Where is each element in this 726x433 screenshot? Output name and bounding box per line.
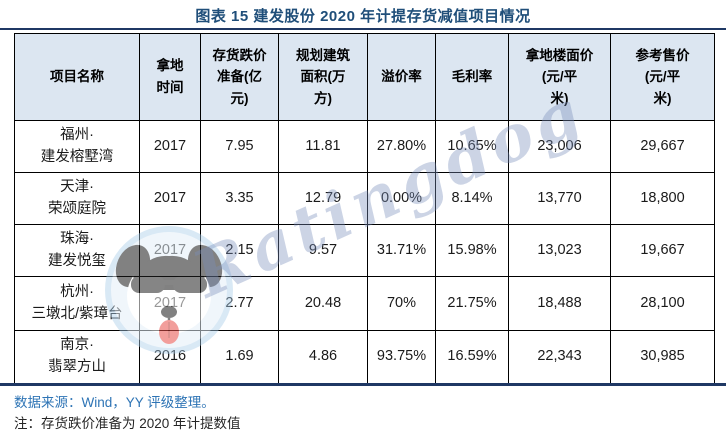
- col-header-project-name: 项目名称: [14, 33, 140, 121]
- cell-land-floor-price: 13,770: [508, 172, 611, 225]
- table-row: 杭州· 三墩北/紫璋台 2017 2.77 20.48 70% 21.75% 1…: [14, 276, 715, 331]
- cell-reference-price: 19,667: [610, 224, 715, 277]
- cell-premium-rate: 31.71%: [367, 224, 436, 277]
- table-row: 天津· 荣颂庭院 2017 3.35 12.79 0.00% 8.14% 13,…: [14, 172, 715, 225]
- cell-project-name: 珠海· 建发悦玺: [14, 224, 140, 277]
- cell-impairment-provision: 7.95: [200, 120, 279, 173]
- cell-project-name: 天津· 荣颂庭院: [14, 172, 140, 225]
- col-header-land-floor-price: 拿地楼面价 (元/平 米): [508, 33, 611, 121]
- cell-reference-price: 29,667: [610, 120, 715, 173]
- col-header-planned-area: 规划建筑 面积(万 方): [278, 33, 368, 121]
- col-header-premium-rate: 溢价率: [367, 33, 436, 121]
- title-divider-rule: [0, 28, 726, 30]
- col-header-reference-price: 参考售价 (元/平 米): [610, 33, 715, 121]
- cell-gross-margin: 15.98%: [435, 224, 509, 277]
- cell-reference-price: 28,100: [610, 276, 715, 331]
- cell-land-year: 2016: [139, 330, 201, 384]
- col-header-land-year: 拿地 时间: [139, 33, 201, 121]
- cell-planned-area: 20.48: [278, 276, 368, 331]
- cell-impairment-provision: 1.69: [200, 330, 279, 384]
- cell-land-year: 2017: [139, 224, 201, 277]
- cell-planned-area: 9.57: [278, 224, 368, 277]
- cell-reference-price: 30,985: [610, 330, 715, 384]
- table-header-row: 项目名称 拿地 时间 存货跌价 准备(亿 元) 规划建筑 面积(万 方) 溢价率…: [14, 33, 715, 121]
- impairment-projects-table: 项目名称 拿地 时间 存货跌价 准备(亿 元) 规划建筑 面积(万 方) 溢价率…: [14, 33, 715, 384]
- cell-premium-rate: 70%: [367, 276, 436, 331]
- cell-land-floor-price: 13,023: [508, 224, 611, 277]
- cell-project-name: 福州· 建发榕墅湾: [14, 120, 140, 173]
- cell-impairment-provision: 2.77: [200, 276, 279, 331]
- cell-gross-margin: 10.65%: [435, 120, 509, 173]
- cell-land-floor-price: 18,488: [508, 276, 611, 331]
- page-title: 图表 15 建发股份 2020 年计提存货减值项目情况: [195, 8, 531, 25]
- cell-impairment-provision: 2.15: [200, 224, 279, 277]
- table-bottom-rule: [0, 383, 726, 386]
- cell-planned-area: 4.86: [278, 330, 368, 384]
- cell-premium-rate: 93.75%: [367, 330, 436, 384]
- cell-land-floor-price: 22,343: [508, 330, 611, 384]
- cell-premium-rate: 0.00%: [367, 172, 436, 225]
- cell-planned-area: 11.81: [278, 120, 368, 173]
- table-row: 珠海· 建发悦玺 2017 2.15 9.57 31.71% 15.98% 13…: [14, 224, 715, 277]
- cell-land-year: 2017: [139, 120, 201, 173]
- cell-gross-margin: 8.14%: [435, 172, 509, 225]
- note-line: 注：存货跌价准备为 2020 年计提数值: [14, 416, 241, 431]
- cell-land-year: 2017: [139, 276, 201, 331]
- cell-land-floor-price: 23,006: [508, 120, 611, 173]
- table-row: 南京· 翡翠方山 2016 1.69 4.86 93.75% 16.59% 22…: [14, 330, 715, 384]
- col-header-impairment-provision: 存货跌价 准备(亿 元): [200, 33, 279, 121]
- cell-planned-area: 12.79: [278, 172, 368, 225]
- cell-gross-margin: 16.59%: [435, 330, 509, 384]
- cell-gross-margin: 21.75%: [435, 276, 509, 331]
- cell-land-year: 2017: [139, 172, 201, 225]
- data-source-line: 数据来源：Wind，YY 评级整理。: [14, 395, 215, 410]
- cell-reference-price: 18,800: [610, 172, 715, 225]
- table-row: 福州· 建发榕墅湾 2017 7.95 11.81 27.80% 10.65% …: [14, 120, 715, 173]
- cell-project-name: 杭州· 三墩北/紫璋台: [14, 276, 140, 331]
- cell-impairment-provision: 3.35: [200, 172, 279, 225]
- cell-premium-rate: 27.80%: [367, 120, 436, 173]
- cell-project-name: 南京· 翡翠方山: [14, 330, 140, 384]
- col-header-gross-margin: 毛利率: [435, 33, 509, 121]
